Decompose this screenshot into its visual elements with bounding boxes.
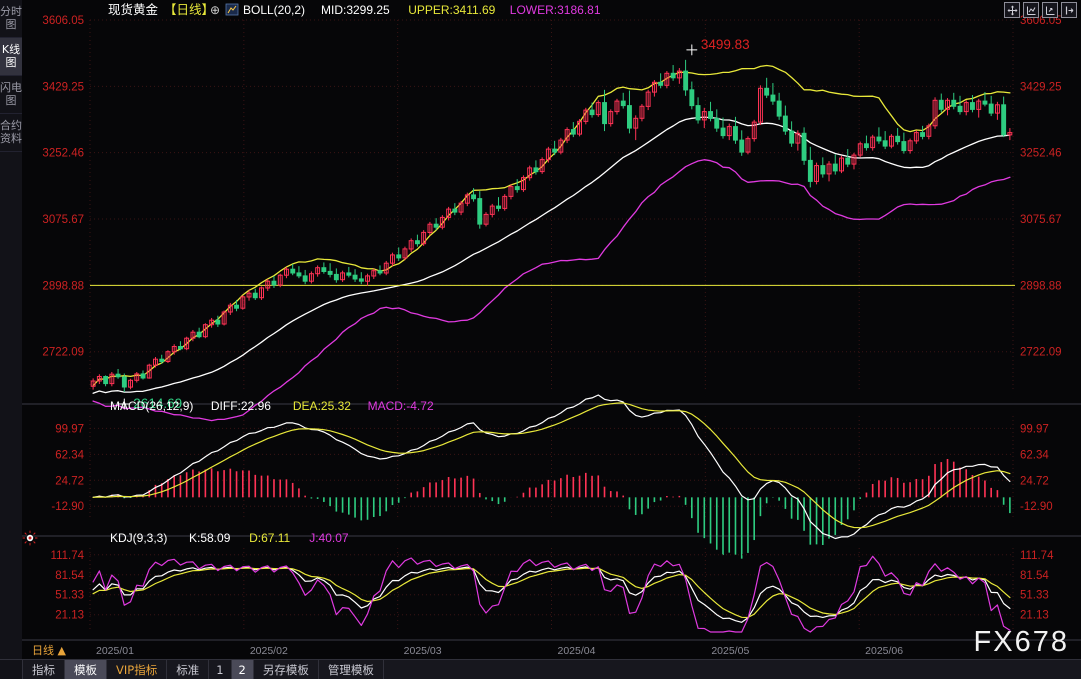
- svg-text:62.34: 62.34: [55, 449, 84, 461]
- svg-text:51.33: 51.33: [1020, 590, 1049, 602]
- svg-text:3252.46: 3252.46: [42, 148, 84, 160]
- svg-text:3606.05: 3606.05: [1020, 15, 1062, 27]
- zoom-horizontal-icon[interactable]: [1042, 2, 1058, 18]
- svg-text:2025/06: 2025/06: [865, 645, 903, 657]
- svg-text:⊕: ⊕: [210, 3, 220, 17]
- svg-text:2025/01: 2025/01: [96, 645, 134, 657]
- svg-text:3606.05: 3606.05: [42, 15, 84, 27]
- bottom-btn-label: 1: [216, 662, 224, 677]
- sidebar-item-label: 合约资料: [0, 119, 22, 145]
- svg-text:24.72: 24.72: [55, 475, 84, 487]
- bottom-btn-label: 指标: [32, 662, 55, 677]
- svg-text:2025/03: 2025/03: [404, 645, 442, 657]
- svg-text:2025/05: 2025/05: [711, 645, 749, 657]
- svg-text:3075.67: 3075.67: [42, 214, 84, 226]
- zoom-vertical-icon[interactable]: [1023, 2, 1039, 18]
- bottom-btn-label: 另存模板: [262, 662, 309, 677]
- crosshair-move-icon[interactable]: [1004, 2, 1020, 18]
- svg-text:【日线】: 【日线】: [164, 2, 214, 17]
- bottom-btn-label: 标准: [176, 662, 200, 677]
- left-sidebar: 分时图 K线图 闪电图 合约资料: [0, 0, 23, 660]
- sidebar-item-kline[interactable]: K线图: [0, 38, 22, 76]
- svg-text:MID:3299.25: MID:3299.25: [321, 3, 390, 17]
- bottom-toolbar-filler: [384, 660, 1081, 679]
- svg-text:现货黄金: 现货黄金: [108, 2, 159, 17]
- bottom-btn-label: 模板: [74, 662, 97, 677]
- bottom-toolbar: 指标 模板 VIP指标 标准 1 2 另存模板 管理模板: [0, 659, 1081, 679]
- bottom-btn-label: VIP指标: [116, 662, 158, 677]
- chart-area[interactable]: 3606.05 3606.05 3429.25 3429.25 3252.46 3252.…: [22, 0, 1081, 660]
- bottom-btn-label: 管理模板: [327, 662, 374, 677]
- svg-text:24.72: 24.72: [1020, 475, 1049, 487]
- bottom-btn-preset-2[interactable]: 2: [231, 660, 254, 679]
- svg-text:KDJ(9,3,3): KDJ(9,3,3): [110, 531, 167, 545]
- svg-text:K:58.09: K:58.09: [189, 531, 231, 545]
- svg-text:81.54: 81.54: [1020, 570, 1049, 582]
- svg-text:MACD(26,12,9): MACD(26,12,9): [110, 399, 193, 413]
- sidebar-item-lightning[interactable]: 闪电图: [0, 76, 22, 114]
- svg-text:99.97: 99.97: [55, 423, 84, 435]
- svg-text:51.33: 51.33: [55, 590, 84, 602]
- svg-text:81.54: 81.54: [55, 570, 84, 582]
- sidebar-item-label: K线图: [1, 43, 21, 69]
- svg-text:111.74: 111.74: [51, 550, 85, 562]
- svg-text:2025/02: 2025/02: [250, 645, 288, 657]
- bottom-btn-vip-indicator[interactable]: VIP指标: [107, 660, 168, 679]
- svg-text:21.13: 21.13: [1020, 610, 1049, 622]
- chart-toolbar: [1004, 2, 1077, 18]
- svg-text:2898.88: 2898.88: [1020, 280, 1062, 292]
- svg-text:2614.69: 2614.69: [133, 396, 182, 411]
- sidebar-item-contract-info[interactable]: 合约资料: [0, 114, 22, 152]
- chart-canvas[interactable]: 3606.05 3606.05 3429.25 3429.25 3252.46 3252.…: [22, 0, 1081, 660]
- svg-text:21.13: 21.13: [55, 610, 84, 622]
- candlestick-series: [90, 59, 1013, 392]
- svg-text:3075.67: 3075.67: [1020, 214, 1062, 226]
- svg-text:2722.09: 2722.09: [42, 347, 84, 359]
- svg-text:J:40.07: J:40.07: [309, 531, 349, 545]
- svg-text:3252.46: 3252.46: [1020, 148, 1062, 160]
- svg-text:3429.25: 3429.25: [1020, 81, 1062, 93]
- svg-text:3499.83: 3499.83: [701, 37, 750, 52]
- svg-text:DEA:25.32: DEA:25.32: [293, 399, 351, 413]
- svg-text:-12.90: -12.90: [1020, 501, 1053, 513]
- svg-text:2025/04: 2025/04: [558, 645, 596, 657]
- svg-text:LOWER:3186.81: LOWER:3186.81: [510, 3, 601, 17]
- svg-text:2722.09: 2722.09: [1020, 347, 1062, 359]
- sidebar-item-label: 闪电图: [0, 81, 22, 107]
- svg-text:62.34: 62.34: [1020, 449, 1049, 461]
- svg-text:D:67.11: D:67.11: [249, 531, 290, 545]
- scroll-right-icon[interactable]: [1061, 2, 1077, 18]
- svg-text:UPPER:3411.69: UPPER:3411.69: [408, 3, 495, 17]
- bottom-btn-manage-template[interactable]: 管理模板: [319, 660, 384, 679]
- sidebar-item-label: 分时图: [0, 5, 22, 31]
- bottom-btn-preset-1[interactable]: 1: [209, 660, 232, 679]
- svg-text:3429.25: 3429.25: [42, 81, 84, 93]
- bottom-btn-template[interactable]: 模板: [65, 660, 107, 679]
- svg-text:-12.90: -12.90: [51, 501, 84, 513]
- svg-text:DIFF:22.96: DIFF:22.96: [211, 399, 271, 413]
- svg-text:2898.88: 2898.88: [42, 280, 84, 292]
- svg-text:BOLL(20,2): BOLL(20,2): [243, 3, 305, 17]
- sidebar-item-timeshare[interactable]: 分时图: [0, 0, 22, 38]
- svg-text:99.97: 99.97: [1020, 423, 1049, 435]
- bottom-btn-save-template[interactable]: 另存模板: [254, 660, 319, 679]
- svg-text:111.74: 111.74: [1020, 550, 1054, 562]
- bottom-btn-indicator[interactable]: 指标: [23, 660, 65, 679]
- svg-text:日线 ▲: 日线 ▲: [32, 643, 66, 657]
- bottom-toolbar-spacer: [0, 660, 23, 679]
- bottom-btn-label: 2: [238, 662, 246, 677]
- bottom-btn-standard[interactable]: 标准: [167, 660, 210, 679]
- svg-text:MACD:-4.72: MACD:-4.72: [368, 399, 434, 413]
